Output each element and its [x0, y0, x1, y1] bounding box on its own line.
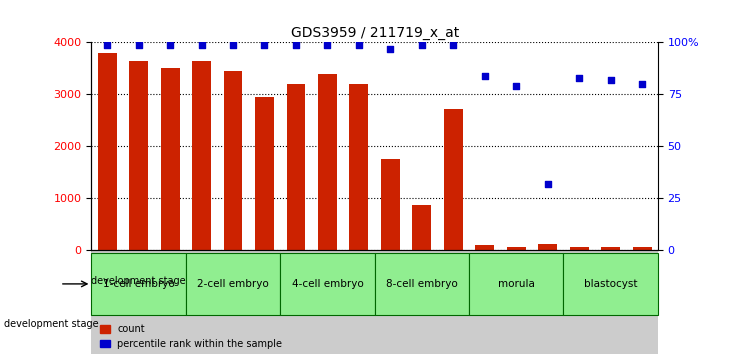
- FancyBboxPatch shape: [469, 253, 564, 315]
- Bar: [349, 84, 368, 250]
- Bar: [318, 74, 337, 250]
- FancyBboxPatch shape: [186, 253, 280, 315]
- Bar: [287, 84, 306, 250]
- Bar: [224, 71, 243, 250]
- Point: [259, 42, 270, 47]
- Text: development stage: development stage: [4, 319, 98, 329]
- Point: [102, 42, 113, 47]
- Bar: [381, 159, 400, 250]
- Point: [227, 42, 239, 47]
- Point: [447, 42, 459, 47]
- Bar: [569, 247, 588, 250]
- Point: [479, 73, 491, 79]
- FancyBboxPatch shape: [564, 253, 658, 315]
- Bar: [507, 247, 526, 250]
- Bar: [538, 245, 557, 250]
- Legend: count, percentile rank within the sample: count, percentile rank within the sample: [100, 324, 282, 349]
- Text: morula: morula: [498, 279, 534, 289]
- Point: [322, 42, 333, 47]
- Point: [636, 81, 648, 87]
- Bar: [98, 53, 116, 250]
- Point: [605, 77, 616, 83]
- Bar: [601, 247, 620, 250]
- Point: [164, 42, 176, 47]
- Text: 1-cell embryo: 1-cell embryo: [103, 279, 175, 289]
- FancyBboxPatch shape: [91, 253, 186, 315]
- Bar: [129, 61, 148, 250]
- Point: [196, 42, 208, 47]
- Bar: [412, 205, 431, 250]
- Point: [416, 42, 428, 47]
- Point: [385, 46, 396, 52]
- Point: [353, 42, 365, 47]
- Bar: [475, 245, 494, 250]
- Bar: [444, 109, 463, 250]
- Bar: [91, 250, 658, 354]
- Text: blastocyst: blastocyst: [584, 279, 637, 289]
- Text: 2-cell embryo: 2-cell embryo: [197, 279, 269, 289]
- Point: [133, 42, 145, 47]
- Bar: [161, 68, 180, 250]
- Point: [290, 42, 302, 47]
- FancyBboxPatch shape: [280, 253, 374, 315]
- Title: GDS3959 / 211719_x_at: GDS3959 / 211719_x_at: [290, 26, 459, 40]
- Text: 8-cell embryo: 8-cell embryo: [386, 279, 458, 289]
- Text: development stage: development stage: [91, 276, 186, 286]
- Point: [510, 83, 522, 89]
- FancyBboxPatch shape: [374, 253, 469, 315]
- Bar: [255, 97, 274, 250]
- Bar: [192, 61, 211, 250]
- Text: 4-cell embryo: 4-cell embryo: [292, 279, 363, 289]
- Point: [573, 75, 585, 81]
- Point: [542, 181, 553, 187]
- Bar: [633, 247, 651, 250]
